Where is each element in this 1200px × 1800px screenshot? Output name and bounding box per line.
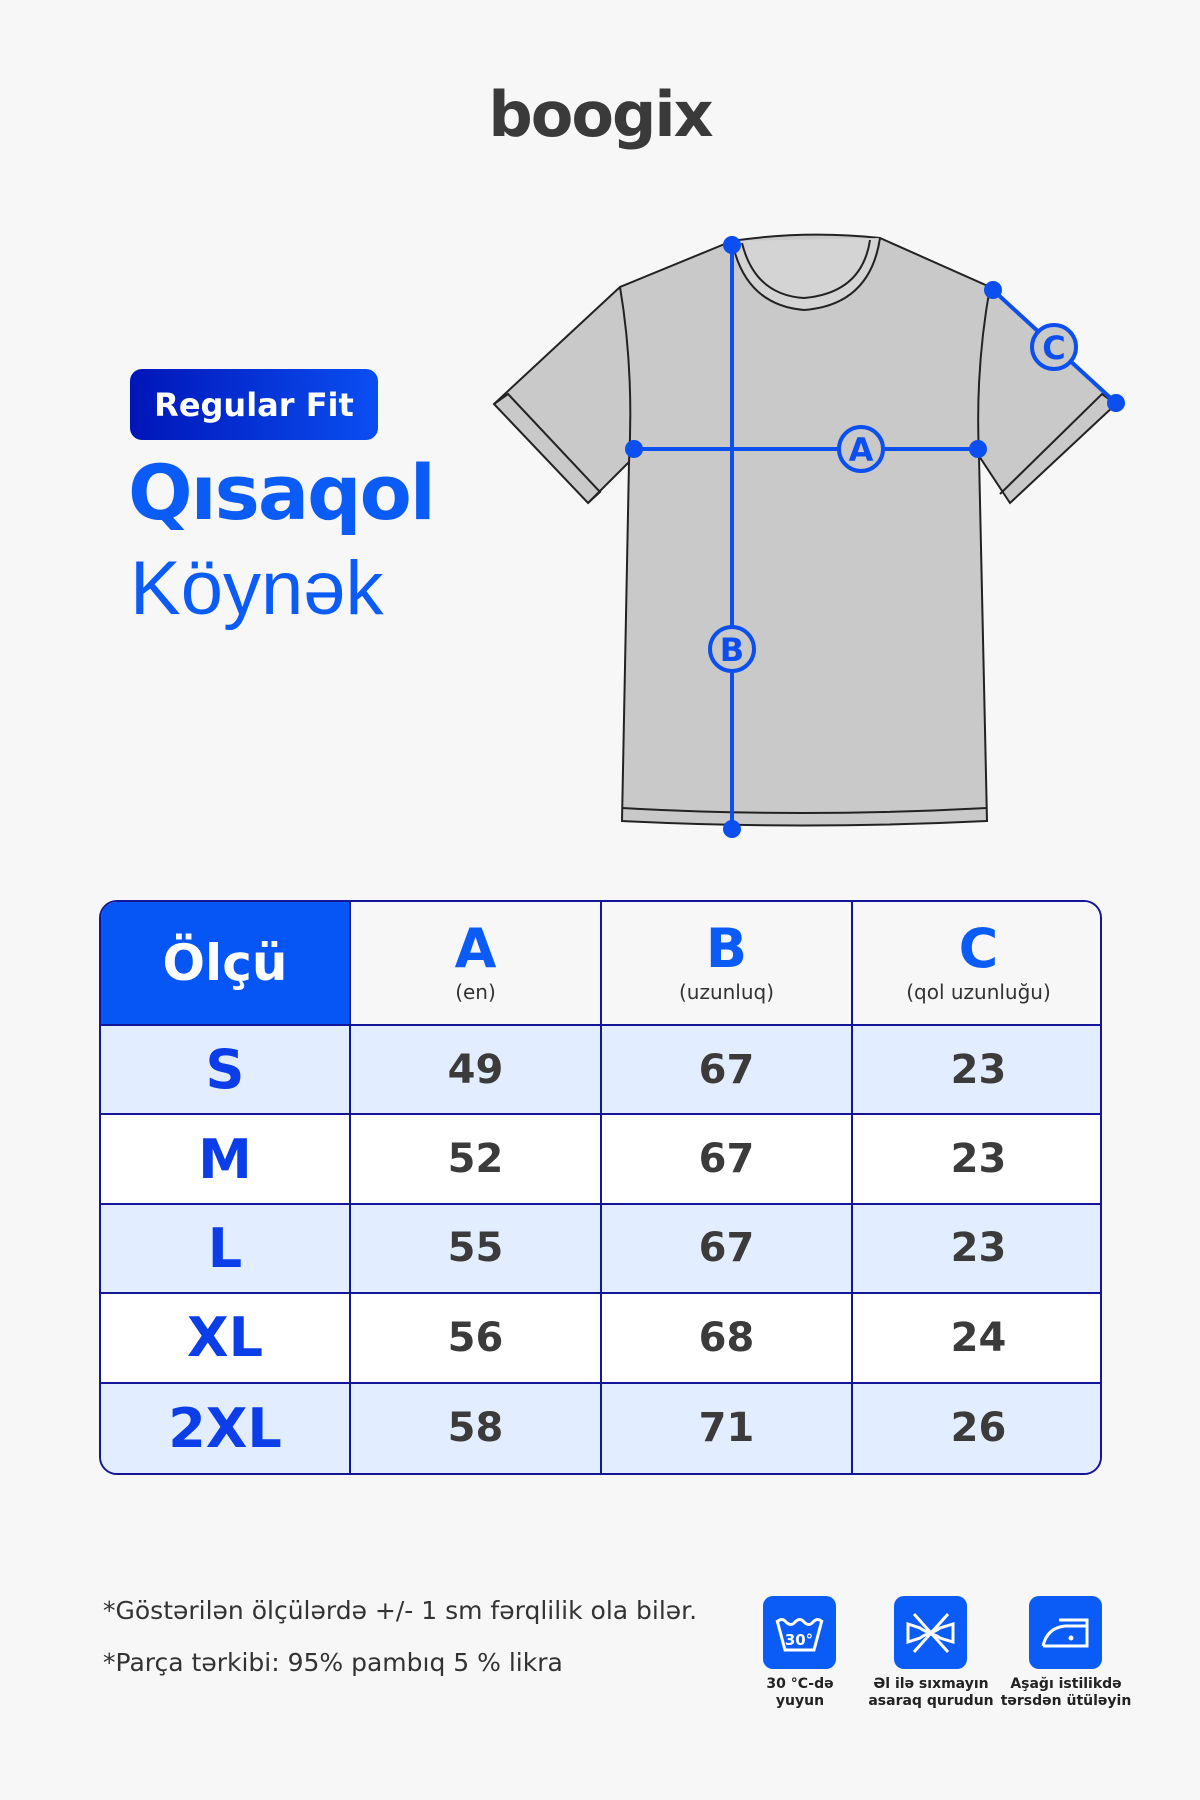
care-label-iron: Aşağı istilikdə tərsdən ütüləyin xyxy=(1000,1676,1132,1709)
measurement-value: 55 xyxy=(447,1225,504,1272)
measurement-value: 67 xyxy=(698,1136,755,1183)
cell-a: 56 xyxy=(351,1294,602,1384)
svg-text:30°: 30° xyxy=(785,1631,813,1649)
cell-b: 67 xyxy=(602,1115,853,1205)
size-chart-table: Ölçü A (en) B (uzunluq) C (qol uzunluğu) S 4… xyxy=(99,900,1102,1475)
cell-a: 49 xyxy=(351,1026,602,1116)
size-label: XL xyxy=(186,1306,264,1370)
cell-a: 58 xyxy=(351,1383,602,1473)
note-tolerance: *Göstərilən ölçülərdə +/- 1 sm fərqlilik… xyxy=(103,1596,698,1625)
care-label-wring: Əl ilə sıxmayın asaraq qurudun xyxy=(868,1676,994,1709)
measurement-value: 52 xyxy=(447,1136,504,1183)
cell-b: 71 xyxy=(602,1383,853,1473)
cell-c: 23 xyxy=(853,1115,1100,1205)
cell-c: 23 xyxy=(853,1026,1100,1116)
measurement-value: 24 xyxy=(950,1314,1007,1361)
product-title-line1: Qısaqol xyxy=(128,448,436,537)
header-b: B (uzunluq) xyxy=(602,902,853,1026)
svg-text:C: C xyxy=(1042,329,1065,367)
size-label: L xyxy=(207,1216,243,1280)
cell-c: 23 xyxy=(853,1204,1100,1295)
wash-30-icon: 30° xyxy=(763,1596,836,1669)
iron-low-icon xyxy=(1029,1596,1102,1669)
size-label: M xyxy=(198,1127,252,1191)
header-c: C (qol uzunluğu) xyxy=(853,902,1100,1026)
svg-text:B: B xyxy=(720,631,744,669)
size-label: S xyxy=(205,1038,245,1102)
care-label-wash: 30 °C-də yuyun xyxy=(766,1676,834,1709)
tshirt-illustration xyxy=(492,233,1118,827)
table-row-size: S xyxy=(101,1026,351,1116)
cell-c: 24 xyxy=(853,1294,1100,1384)
brand-logo: boogix xyxy=(488,78,713,151)
measurement-value: 49 xyxy=(447,1046,504,1093)
measurement-value: 68 xyxy=(698,1314,755,1361)
product-title-line2: Köynək xyxy=(130,546,384,631)
marker-b: B xyxy=(708,625,756,673)
svg-text:A: A xyxy=(849,431,874,469)
header-a: A (en) xyxy=(351,902,602,1026)
cell-a: 52 xyxy=(351,1115,602,1205)
measurement-value: 58 xyxy=(447,1405,504,1452)
cell-b: 68 xyxy=(602,1294,853,1384)
measurement-value: 23 xyxy=(950,1046,1007,1093)
note-composition: *Parça tərkibi: 95% pambıq 5 % likra xyxy=(103,1648,563,1677)
measurement-value: 23 xyxy=(950,1225,1007,1272)
tshirt-measurement-diagram: A B C xyxy=(492,233,1125,838)
cell-b: 67 xyxy=(602,1026,853,1116)
measurement-value: 23 xyxy=(950,1136,1007,1183)
table-row-size: L xyxy=(101,1204,351,1295)
measurement-value: 26 xyxy=(950,1405,1007,1452)
measurement-value: 67 xyxy=(698,1225,755,1272)
header-size: Ölçü xyxy=(101,902,351,1026)
marker-a: A xyxy=(837,425,885,473)
cell-a: 55 xyxy=(351,1204,602,1295)
fit-badge: Regular Fit xyxy=(130,369,378,440)
table-row-size: XL xyxy=(101,1294,351,1384)
measurement-value: 67 xyxy=(698,1046,755,1093)
cell-c: 26 xyxy=(853,1383,1100,1473)
size-label: 2XL xyxy=(168,1396,282,1460)
cell-b: 67 xyxy=(602,1204,853,1295)
no-wring-icon xyxy=(894,1596,967,1669)
measurement-value: 71 xyxy=(698,1405,755,1452)
table-row-size: M xyxy=(101,1115,351,1205)
table-row-size: 2XL xyxy=(101,1383,351,1473)
measurement-value: 56 xyxy=(447,1314,504,1361)
marker-c: C xyxy=(1030,323,1078,371)
